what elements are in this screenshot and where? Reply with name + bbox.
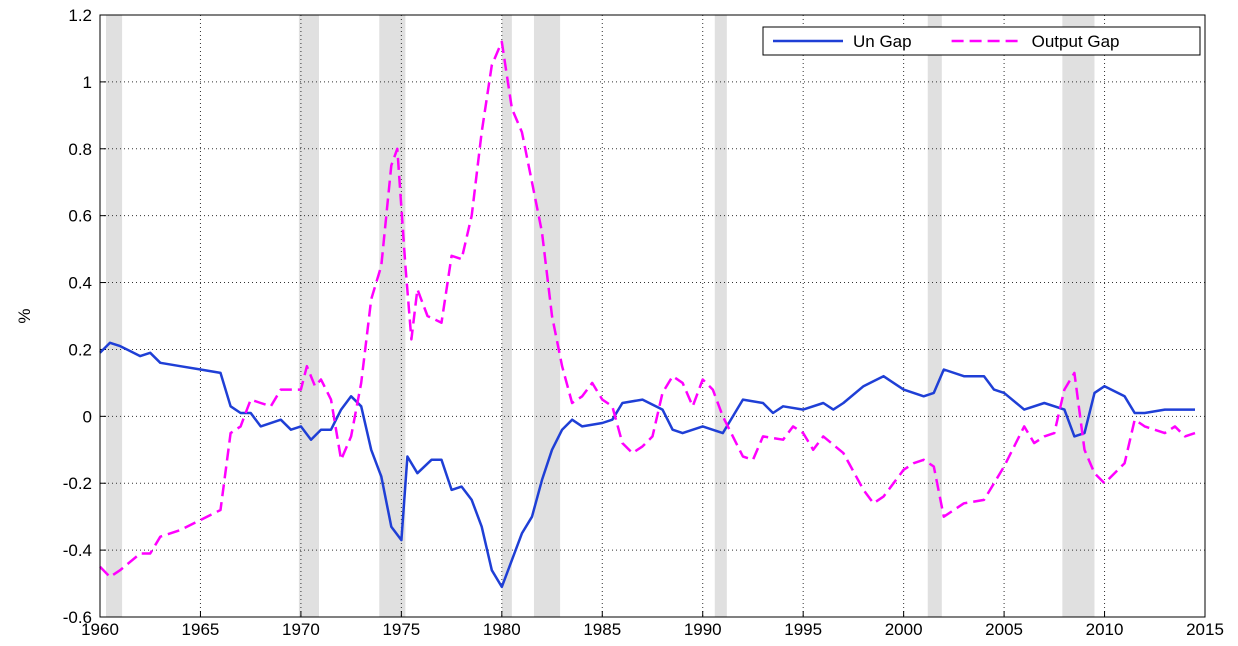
y-tick-label: -0.4: [63, 541, 92, 560]
shaded-period: [714, 15, 727, 617]
y-tick-label: 0.8: [68, 140, 92, 159]
x-tick-label: 1965: [182, 620, 220, 639]
shaded-period: [298, 15, 319, 617]
x-tick-label: 1980: [483, 620, 521, 639]
y-tick-label: -0.6: [63, 608, 92, 627]
shaded-period: [533, 15, 561, 617]
legend: Un Gap Output Gap: [762, 26, 1201, 56]
x-tick-label: 2015: [1186, 620, 1224, 639]
legend-label: Output Gap: [1032, 32, 1120, 51]
x-tick-label: 1975: [382, 620, 420, 639]
y-tick-label: 0.6: [68, 207, 92, 226]
y-tick-label: 0.4: [68, 274, 92, 293]
x-tick-label: 1985: [583, 620, 621, 639]
shaded-period: [927, 15, 942, 617]
shaded-period: [1062, 15, 1095, 617]
y-tick-label: -0.2: [63, 474, 92, 493]
y-axis-label: %: [15, 308, 34, 323]
plot-frame: [99, 14, 1206, 618]
y-tick-label: 0.2: [68, 340, 92, 359]
x-tick-label: 1960: [81, 620, 119, 639]
y-tick-label: 1: [83, 73, 92, 92]
x-tick-label: 1995: [784, 620, 822, 639]
series-line: [99, 341, 1195, 589]
x-tick-label: 2000: [885, 620, 923, 639]
series-line: [99, 40, 1196, 579]
legend-label: Un Gap: [853, 32, 912, 51]
shaded-period: [501, 15, 512, 617]
shaded-period: [106, 15, 123, 617]
y-tick-label: 1.2: [68, 6, 92, 25]
x-tick-label: 1990: [684, 620, 722, 639]
x-tick-label: 2005: [985, 620, 1023, 639]
x-tick-label: 1970: [282, 620, 320, 639]
y-tick-label: 0: [83, 407, 92, 426]
x-tick-label: 2010: [1086, 620, 1124, 639]
